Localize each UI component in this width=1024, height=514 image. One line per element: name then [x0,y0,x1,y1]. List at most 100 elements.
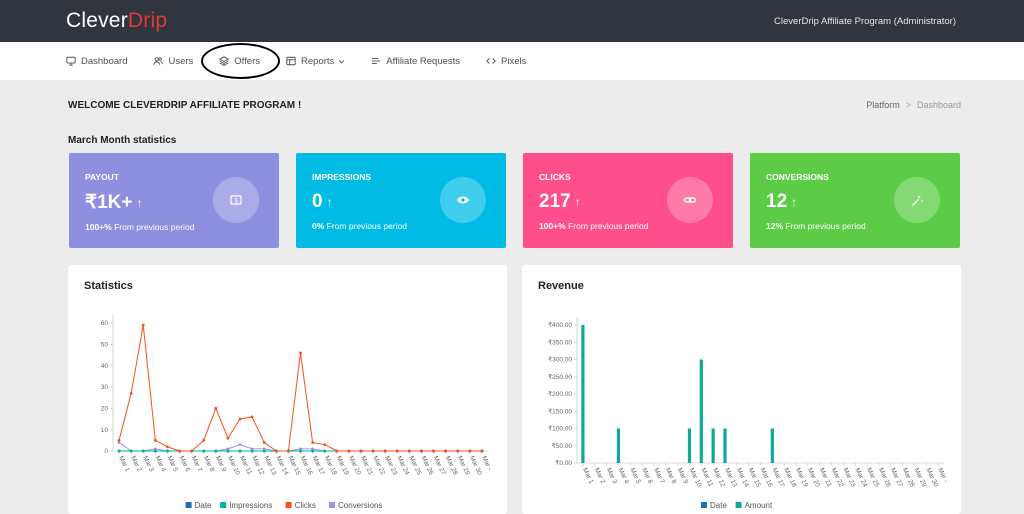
data-point-impressions [214,449,218,453]
data-point-clicks [407,449,411,453]
y-tick-label: ₹200.00 [548,390,572,398]
list-icon [372,58,381,64]
impressions-change: 0% [312,221,325,231]
data-point-clicks [214,406,218,410]
data-point-clicks [178,449,181,453]
nav-dashboard[interactable]: Dashboard [66,42,127,80]
data-point-clicks [468,449,472,453]
nav-reports[interactable]: Reports [286,42,345,80]
x-tick-label: Mar 1 [117,455,131,473]
data-point-conversions [311,447,314,451]
x-tick-label: Mar 4 [154,455,168,473]
legend-swatch [701,502,707,508]
revenue-bar [711,428,715,463]
y-tick-label: 10 [101,427,109,434]
nav-users-label: Users [168,55,194,67]
breadcrumb-platform[interactable]: Platform [866,100,900,110]
data-point-clicks [323,443,327,446]
arrow-up-icon: ↑ [574,195,581,209]
y-tick-label: 20 [101,406,109,413]
payout-change: 100+% [85,222,112,232]
users-icon [153,57,164,65]
nav-pixels[interactable]: Pixels [486,42,526,80]
clicks-change-text: From previous period [568,221,649,231]
data-point-impressions [226,449,230,453]
data-point-clicks [371,449,375,453]
data-point-clicks [250,415,254,419]
data-point-impressions [311,449,314,453]
y-tick-label: ₹150.00 [548,407,572,415]
legend-label: Amount [745,501,773,510]
logo-text-clever: Clever [66,9,128,32]
nav-offers[interactable]: Offers [219,42,260,80]
user-menu[interactable]: CleverDrip Affiliate Program (Administra… [774,15,956,27]
x-tick-label: Mar 3 [141,455,155,473]
conversions-change-text: From previous period [785,221,866,231]
layers-icon [219,56,230,66]
breadcrumb-separator: > [905,100,911,110]
x-tick-label: Mar 2 [593,467,607,485]
data-point-clicks [359,449,363,453]
data-point-impressions [299,449,302,453]
x-tick-label: Mar 1 [581,467,595,485]
breadcrumb: Platform > Dashboard [866,100,961,110]
x-tick-label: Mar 4 [617,467,631,485]
data-point-clicks [226,436,230,440]
data-point-clicks [395,449,399,453]
x-tick-label: Mar 7 [190,455,204,473]
impressions-label: IMPRESSIONS [312,172,372,182]
revenue-panel: Revenue ₹0.00 ₹50.00 ₹100.00 ₹150.00 ₹200.00… [522,265,961,514]
data-point-clicks [432,449,435,453]
conversions-label: CONVERSIONS [766,172,829,182]
data-point-impressions [166,449,169,453]
revenue-bar [687,428,692,463]
clicks-card: CLICKS 217 ↑ 100+% From previous period [523,153,733,248]
y-tick-label: 60 [101,320,109,327]
x-tick-label: Mar 5 [628,467,642,485]
x-tick-label: Mar 3 [605,467,619,485]
chevron-down-icon [339,59,345,63]
payout-value: ₹1K+ [85,192,133,213]
data-point-clicks [287,449,290,453]
legend-swatch [329,502,335,508]
svg-text:$: $ [234,198,238,204]
data-point-conversions [250,447,254,451]
nav-reports-label: Reports [301,55,335,67]
logo[interactable]: CleverDrip [66,9,167,33]
data-point-conversions [299,447,302,451]
nav-pixels-label: Pixels [501,55,527,67]
nav-users[interactable]: Users [153,42,193,80]
clicks-label: CLICKS [539,172,571,182]
data-point-conversions [262,447,266,451]
data-point-clicks [335,449,339,453]
data-point-impressions [154,449,157,453]
breadcrumb-dashboard: Dashboard [916,100,961,110]
data-point-clicks [238,417,242,421]
data-point-clicks [129,392,133,395]
data-point-clicks [311,441,314,444]
legend-label: Impressions [229,501,272,510]
y-tick-label: ₹0.00 [555,459,572,467]
table-icon [286,56,296,66]
revenue-title: Revenue [538,280,584,292]
payout-change-text: From previous period [114,222,195,232]
clicks-value: 217 [539,191,571,212]
data-point-clicks [420,449,423,453]
data-point-impressions [250,449,254,453]
nav-affiliate-requests[interactable]: Affiliate Requests [371,42,460,80]
data-point-clicks [117,438,121,442]
data-point-clicks [456,449,460,453]
eye-icon [440,177,486,223]
y-tick-label: 30 [101,384,109,391]
legend-label: Conversions [338,501,382,510]
legend-label: Clicks [295,501,316,510]
y-tick-label: ₹350.00 [548,338,572,346]
data-point-conversions [238,443,242,446]
revenue-bar [616,428,621,463]
y-tick-label: ₹250.00 [548,373,572,381]
revenue-bar [770,428,774,463]
data-point-clicks [383,449,387,453]
arrow-up-icon: ↑ [136,195,143,210]
y-tick-label: 40 [101,363,109,370]
